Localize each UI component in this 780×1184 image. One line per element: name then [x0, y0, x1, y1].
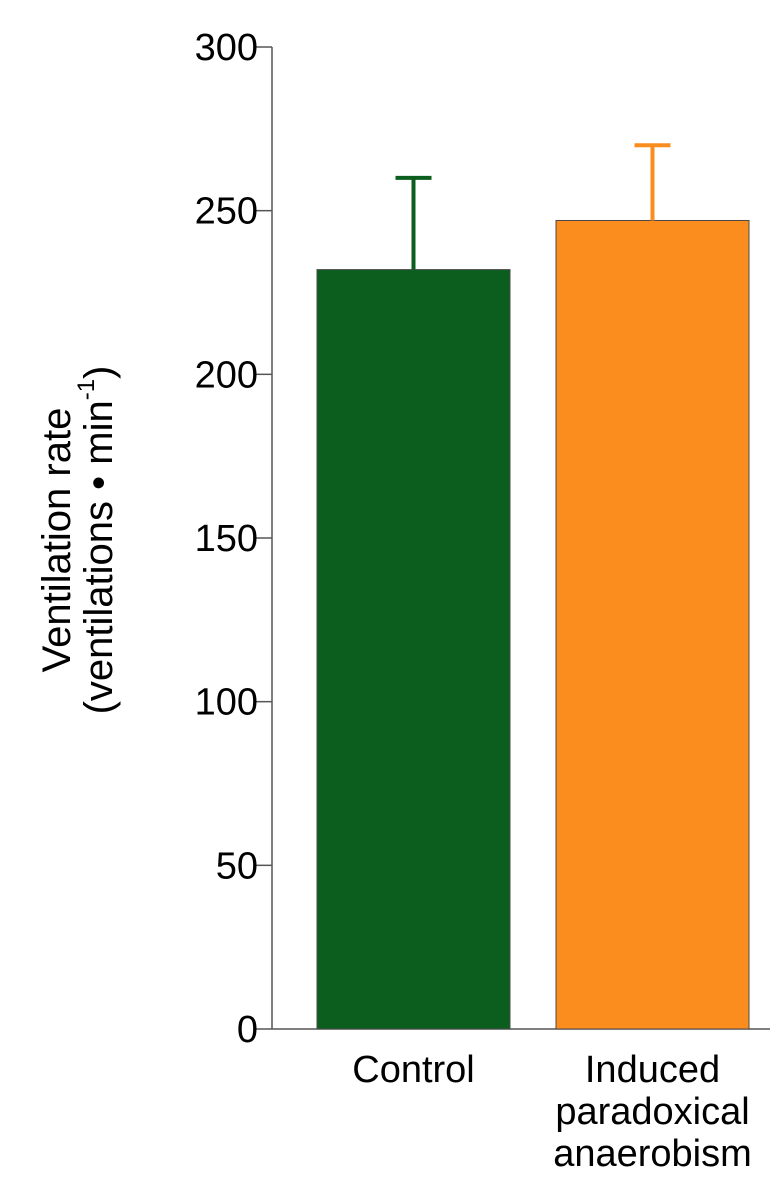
category-label-0-line-0: Control: [352, 1049, 475, 1091]
y-axis-title-close-paren: ): [77, 366, 121, 379]
bar-0: [316, 269, 511, 1030]
category-label-1-line-2: anaerobism: [553, 1133, 752, 1175]
svg-text:Ventilation rate: Ventilation rate: [35, 408, 79, 673]
y-axis-title-superscript: -1: [73, 379, 100, 400]
y-tick-label-0: 0: [237, 1009, 258, 1051]
y-tick-label-150: 150: [195, 518, 258, 560]
y-tick-label-300: 300: [195, 27, 258, 69]
labels-layer: 0 50 100 150 200 250 300 Control Induced paradoxi…: [195, 27, 752, 1175]
y-tick-label-200: 200: [195, 354, 258, 396]
category-label-1-line-0: Induced: [585, 1049, 720, 1091]
bar-1: [555, 219, 750, 1030]
y-tick-label-250: 250: [195, 191, 258, 233]
y-tick-label-100: 100: [195, 682, 258, 724]
y-axis-title-line2: (ventilations • min: [77, 400, 121, 714]
svg-text:(ventilations • min-1): (ventilations • min-1): [73, 366, 121, 715]
bars-layer: [316, 143, 750, 1030]
category-label-1: Induced paradoxical anaerobism: [553, 1049, 752, 1175]
category-label-0: Control: [352, 1049, 475, 1091]
category-label-1-line-1: paradoxical: [555, 1091, 749, 1133]
y-axis-title-line1: Ventilation rate: [35, 408, 79, 673]
y-axis-title: Ventilation rate (ventilations • min-1): [35, 366, 121, 715]
y-tick-label-50: 50: [216, 845, 258, 887]
